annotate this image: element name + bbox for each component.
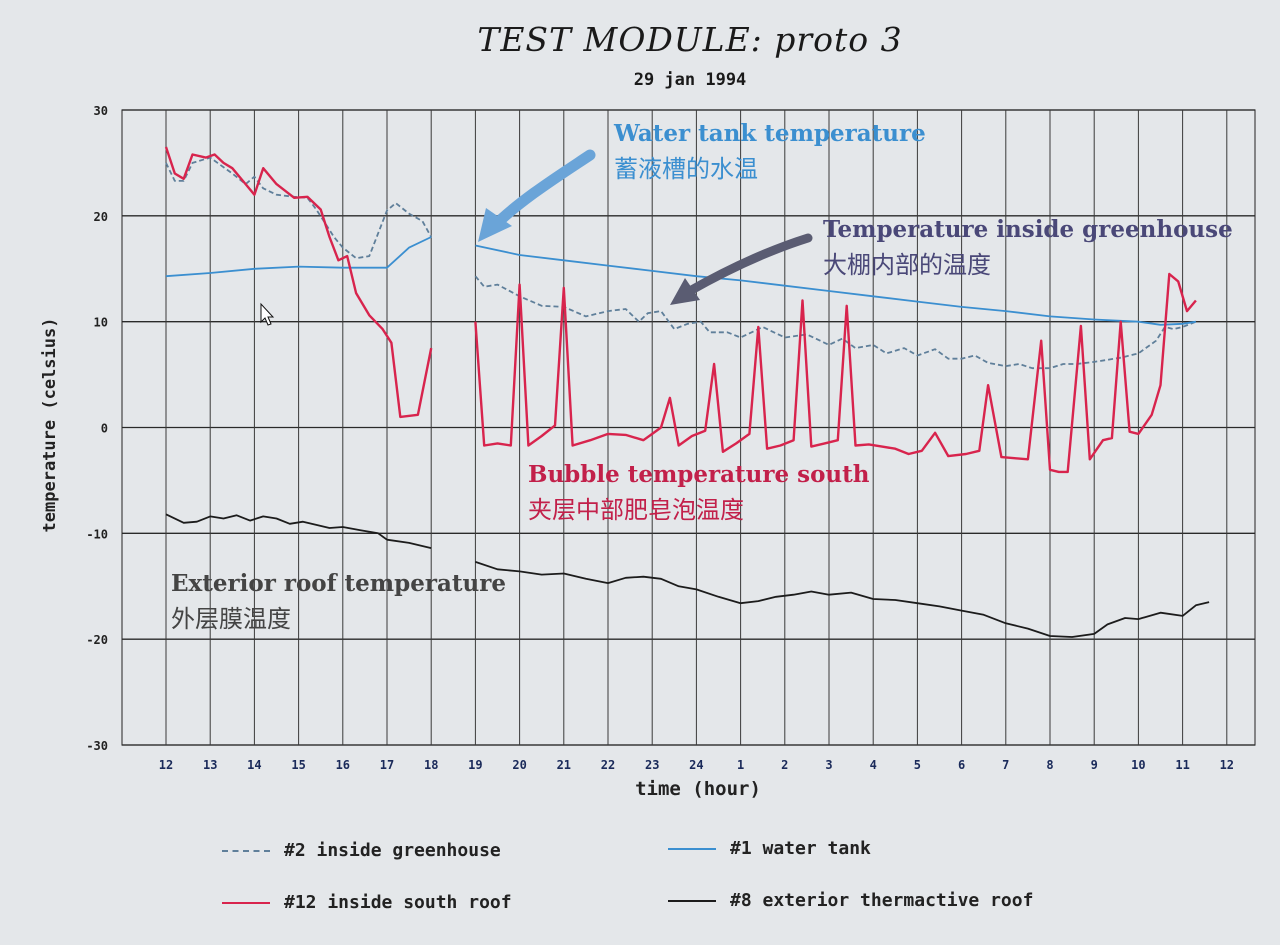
series-line-4 (165, 513, 432, 549)
y-tick-label: -10 (86, 527, 108, 541)
y-tick-label: 10 (94, 316, 108, 330)
annotation-text-en: Exterior roof temperature (171, 570, 506, 597)
annotation-text-en: Temperature inside greenhouse (823, 216, 1233, 243)
legend-swatch-greenhouse (222, 850, 270, 852)
y-axis-label: temperature (celsius) (40, 317, 60, 533)
x-tick-label: 10 (1131, 758, 1145, 772)
x-tick-label: 21 (557, 758, 571, 772)
x-tick-label: 1 (737, 758, 744, 772)
water-tank-arrowhead (478, 208, 512, 242)
legend-item-south-roof: #12 inside south roof (222, 892, 512, 913)
annotation-text-zh: 外层膜温度 (171, 605, 291, 633)
annotation-text-zh: 夹层中部肥皂泡温度 (528, 496, 744, 524)
y-tick-label: 20 (94, 210, 108, 224)
x-tick-label: 18 (424, 758, 438, 772)
legend-swatch-south-roof (222, 902, 270, 904)
y-tick-label: -20 (86, 633, 108, 647)
series-line-2 (165, 236, 432, 278)
x-tick-label: 4 (870, 758, 877, 772)
x-tick-label: 15 (291, 758, 305, 772)
legend-label: #2 inside greenhouse (284, 840, 501, 861)
x-tick-label: 20 (512, 758, 526, 772)
x-tick-label: 11 (1175, 758, 1189, 772)
x-axis-label: time (hour) (635, 778, 761, 800)
legend-item-water-tank: #1 water tank (668, 838, 871, 859)
mouse-cursor-icon (260, 302, 275, 326)
annotation-water-tank: Water tank temperature 蓄液槽的水温 (614, 120, 926, 184)
annotation-bubble: Bubble temperature south 夹层中部肥皂泡温度 (528, 461, 870, 525)
legend-label: #1 water tank (730, 838, 871, 859)
legend-item-exterior-roof: #8 exterior thermactive roof (668, 890, 1033, 911)
legend-item-greenhouse: #2 inside greenhouse (222, 840, 501, 861)
series-line-2 (475, 244, 1197, 326)
x-tick-label: 12 (159, 758, 173, 772)
x-tick-label: 24 (689, 758, 703, 772)
annotation-text-en: Bubble temperature south (528, 461, 870, 488)
water-tank-arrow (486, 149, 596, 234)
annotation-roof: Exterior roof temperature 外层膜温度 (171, 570, 506, 634)
y-tick-label: 30 (94, 104, 108, 118)
x-tick-label: 3 (825, 758, 832, 772)
x-tick-label: 23 (645, 758, 659, 772)
x-tick-label: 7 (1002, 758, 1009, 772)
series-line-4 (475, 561, 1210, 638)
x-tick-label: 9 (1091, 758, 1098, 772)
legend-swatch-exterior-roof (668, 900, 716, 902)
data-series (164, 146, 1210, 638)
y-tick-label: -30 (86, 739, 108, 753)
x-tick-label: 19 (468, 758, 482, 772)
legend-label: #12 inside south roof (284, 892, 512, 913)
greenhouse-arrowhead (670, 278, 700, 305)
annotation-text-zh: 蓄液槽的水温 (614, 155, 758, 183)
x-tick-label: 16 (336, 758, 350, 772)
legend-label: #8 exterior thermactive roof (730, 890, 1034, 911)
series-line-1 (474, 275, 1197, 370)
x-tick-label: 2 (781, 758, 788, 772)
annotation-arrows (478, 149, 813, 305)
x-tick-label: 17 (380, 758, 394, 772)
y-tick-label: 0 (101, 422, 108, 436)
series-line-3 (474, 272, 1197, 474)
x-tick-label: 6 (958, 758, 965, 772)
x-tick-label: 14 (247, 758, 261, 772)
x-tick-label: 22 (601, 758, 615, 772)
annotation-text-zh: 大棚内部的温度 (823, 251, 991, 279)
legend-swatch-water-tank (668, 848, 716, 850)
chart-title: TEST MODULE: proto 3 (477, 20, 903, 59)
greenhouse-arrow (683, 233, 813, 297)
x-tick-label: 8 (1046, 758, 1053, 772)
x-tick-label: 13 (203, 758, 217, 772)
annotation-text-en: Water tank temperature (614, 120, 926, 147)
chart-subtitle: 29 jan 1994 (633, 70, 747, 90)
annotation-greenhouse: Temperature inside greenhouse 大棚内部的温度 (823, 216, 1233, 280)
series-line-3 (164, 146, 433, 419)
x-tick-label: 12 (1220, 758, 1234, 772)
x-tick-label: 5 (914, 758, 921, 772)
grid-lines (121, 109, 1256, 746)
